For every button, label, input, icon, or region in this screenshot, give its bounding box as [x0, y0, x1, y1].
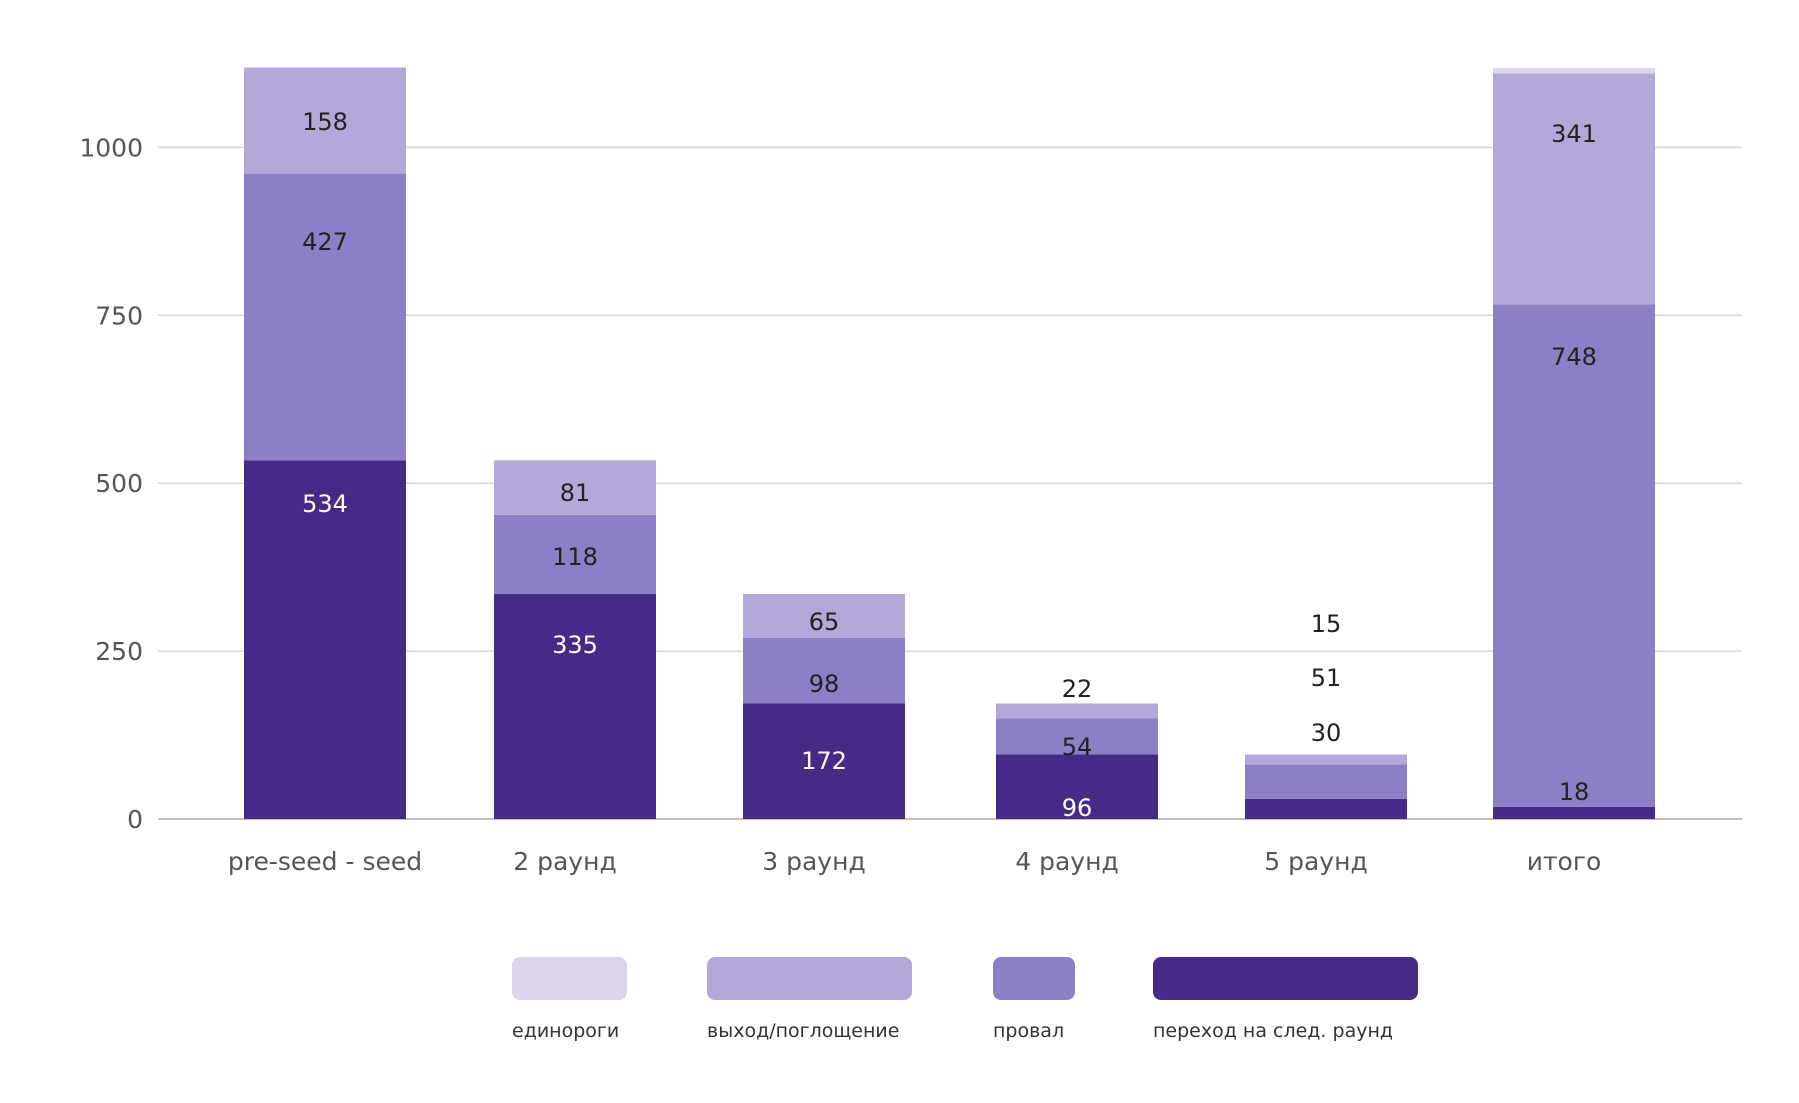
legend-label: выход/поглощение: [707, 1020, 899, 1042]
y-tick-label: 500: [95, 469, 143, 498]
bar-segment: [244, 67, 406, 174]
y-tick-label: 250: [95, 637, 143, 666]
bar-segment: [1245, 798, 1407, 819]
legend-swatch: [707, 957, 912, 1000]
bar-segment: [1493, 806, 1655, 819]
x-tick-label: 4 раунд: [1015, 847, 1118, 876]
data-label: 118: [552, 543, 598, 571]
data-label: 172: [801, 747, 847, 775]
y-tick-label: 0: [127, 805, 143, 834]
y-tick-label: 1000: [79, 133, 143, 162]
legend-label: переход на след. раунд: [1153, 1020, 1393, 1042]
bar-segment: [996, 754, 1158, 819]
data-label: 54: [1062, 733, 1093, 761]
bar-segment: [996, 718, 1158, 755]
data-label: 748: [1551, 343, 1597, 371]
bar-segment: [494, 460, 656, 515]
data-label: 22: [1062, 675, 1093, 703]
bar-segment: [1493, 304, 1655, 807]
legend-swatch: [512, 957, 627, 1000]
x-tick-label: 5 раунд: [1264, 847, 1367, 876]
data-label: 96: [1062, 794, 1093, 822]
legend-label: провал: [993, 1020, 1064, 1042]
data-label: 30: [1311, 719, 1342, 747]
data-label: 335: [552, 631, 598, 659]
legend-swatch: [993, 957, 1075, 1000]
x-tick-label: 2 раунд: [513, 847, 616, 876]
data-label: 51: [1311, 664, 1342, 692]
bar-segment: [743, 594, 905, 638]
bar-segment: [1245, 764, 1407, 799]
x-tick-label: 3 раунд: [762, 847, 865, 876]
bar-segment: [743, 703, 905, 819]
data-label: 18: [1559, 778, 1590, 806]
data-label: 427: [302, 228, 348, 256]
x-tick-label: pre-seed - seed: [228, 847, 422, 876]
bar-segment: [1493, 68, 1655, 74]
bar-segment: [494, 514, 656, 595]
bar-segment: [743, 637, 905, 704]
y-tick-label: 750: [95, 301, 143, 330]
data-label: 81: [560, 479, 591, 507]
bar-segment: [244, 173, 406, 461]
bar-segment: [244, 460, 406, 819]
data-label: 158: [302, 108, 348, 136]
legend-label: единороги: [512, 1020, 619, 1042]
data-label: 98: [809, 670, 840, 698]
data-label: 65: [809, 608, 840, 636]
data-label: 534: [302, 490, 348, 518]
legend-swatch: [1153, 957, 1418, 1000]
bar-segment: [1493, 73, 1655, 305]
bar-segment: [494, 594, 656, 819]
data-label: 341: [1551, 120, 1597, 148]
bar-segment: [996, 703, 1158, 719]
x-tick-label: итого: [1527, 847, 1602, 876]
bar-segment: [1245, 754, 1407, 765]
data-label: 15: [1311, 610, 1342, 638]
